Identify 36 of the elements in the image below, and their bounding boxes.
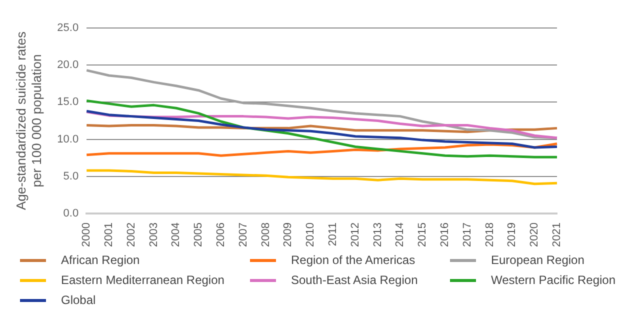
- legend-label: Region of the Americas: [291, 253, 416, 267]
- legend-label: Western Pacific Region: [491, 273, 616, 287]
- x-tick-label: 2003: [148, 222, 160, 248]
- y-tick-label: 20.0: [57, 59, 79, 72]
- x-tick-label: 2013: [372, 222, 384, 248]
- y-tick-label: 5.0: [63, 170, 79, 182]
- x-tick-label: 2002: [125, 222, 138, 248]
- x-tick-label: 2009: [282, 222, 294, 248]
- x-tick-label: 2016: [439, 222, 452, 248]
- y-tick-label: 0.0: [63, 208, 79, 220]
- x-tick-label: 2017: [461, 222, 474, 248]
- x-tick-label: 2011: [327, 222, 340, 246]
- x-tick-label: 2008: [260, 222, 272, 248]
- legend-label: Global: [61, 293, 96, 307]
- x-tick-label: 2014: [394, 222, 406, 248]
- x-tick-label: 2019: [506, 222, 518, 248]
- legend-label: European Region: [491, 253, 584, 267]
- y-axis-title: Age-standardized suicide rates per 100 000 population: [13, 31, 44, 210]
- x-tick-label: 2001: [103, 222, 116, 248]
- y-tick-label: 10.0: [57, 133, 79, 146]
- x-tick-label: 2018: [484, 222, 496, 248]
- x-tick-label: 2012: [349, 222, 362, 248]
- x-tick-label: 2005: [192, 222, 205, 248]
- y-tick-label: 25.0: [57, 22, 79, 34]
- x-tick-label: 2004: [170, 222, 182, 248]
- x-tick-label: 2000: [80, 222, 93, 248]
- x-tick-label: 2020: [528, 222, 541, 248]
- x-tick-label: 2007: [237, 222, 250, 248]
- x-tick-label: 2015: [416, 222, 429, 248]
- x-tick-label: 2021: [551, 222, 564, 248]
- legend-label: African Region: [61, 253, 140, 267]
- x-tick-label: 2010: [304, 222, 317, 248]
- y-tick-label: 15.0: [57, 96, 79, 108]
- x-tick-label: 2006: [215, 222, 228, 248]
- legend-label: Eastern Mediterranean Region: [61, 273, 224, 287]
- legend-label: South-East Asia Region: [291, 273, 418, 287]
